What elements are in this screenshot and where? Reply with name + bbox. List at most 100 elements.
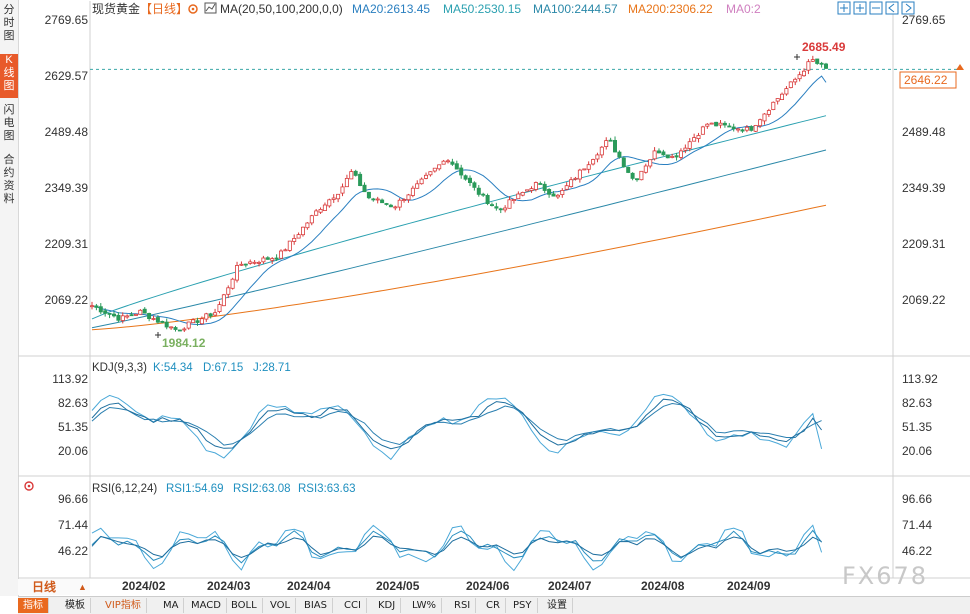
rsi-tick-left: 96.66 [58,492,88,506]
candle-body [261,257,266,263]
candle-body [195,320,200,323]
tab-vol[interactable]: VOL [265,598,297,613]
kdj-tick-left: 113.92 [52,372,88,386]
period-select-button[interactable]: 日线 ▲ [18,579,90,595]
arrow-left-icon[interactable] [885,1,899,15]
kdj-tick-right: 113.92 [902,372,938,386]
high-marker: 2685.49 [794,40,846,60]
zoom-in-icon[interactable] [853,1,867,15]
zoom-out-icon[interactable] [869,1,883,15]
candle-body [406,194,411,201]
candle-body [687,141,692,149]
rsi3-value: RSI3:63.63 [298,483,356,495]
candle-body [481,193,486,196]
tab-intraday[interactable]: 分时图 [3,4,15,42]
candle-body [191,319,196,324]
tab-templates[interactable]: 模板 [60,598,91,613]
candle-body [516,193,521,200]
candle-body [630,172,635,179]
rsi1-line [91,524,823,572]
ma100-value: MA100:2444.57 [533,2,618,16]
tab-kdj[interactable]: KDJ [373,598,402,613]
candle-body [577,169,582,180]
ma100-line [91,149,827,329]
tab-flash[interactable]: 闪电图 [3,104,15,142]
candle-body [340,186,345,194]
candle-body [802,70,807,77]
candle-body [393,206,398,209]
x-label: 2024/09 [727,579,771,593]
tab-vip-indicators[interactable]: VIP指标 [100,598,147,613]
tab-settings[interactable]: 设置 [542,598,573,613]
candle-body [199,318,204,325]
candle-body [463,175,468,180]
y-tick-right: 2209.31 [902,237,946,251]
candle-body [402,199,407,202]
candle-body [270,258,275,261]
candle-body [445,160,450,163]
candle-body [520,191,525,196]
candle-body [529,188,534,191]
candle-body [555,194,560,198]
candle-body [239,263,244,266]
rsi-settings-icon[interactable] [24,481,34,491]
tab-ma[interactable]: MA [158,598,185,613]
rsi-tick-left: 46.22 [58,544,88,558]
candle-body [234,265,239,281]
candle-body [230,278,235,289]
kdj-k-value: K:54.34 [153,362,193,374]
candle-body [595,154,600,160]
tab-cci[interactable]: CCI [339,598,367,613]
indicator-chart-icon[interactable] [204,2,217,14]
candle-body [415,183,420,189]
candle-body [722,122,727,126]
tab-kline[interactable]: K线图 [0,54,18,98]
crosshair-icon[interactable] [837,1,851,15]
candle-body [564,185,569,190]
candle-body [824,63,829,69]
tab-bias[interactable]: BIAS [299,598,333,613]
candle-body [793,78,798,83]
candle-body [419,178,424,185]
candle-body [784,88,789,95]
candle-body [173,327,178,330]
ma200-line [91,204,827,331]
candle-body [560,189,565,195]
tab-psy[interactable]: PSY [508,598,538,613]
tab-cr[interactable]: CR [481,598,506,613]
candle-body [727,125,732,128]
candle-body [116,314,121,321]
tab-contract-info[interactable]: 合约资料 [3,154,15,205]
candle-body [278,250,283,259]
candle-body [204,313,209,320]
kdj-tick-right: 82.63 [902,396,932,410]
candle-body [569,179,574,187]
tab-macd[interactable]: MACD [186,598,227,613]
low-label: 1984.12 [162,336,206,350]
kdj-j-value: J:28.71 [253,362,291,374]
candle-body [142,308,147,314]
candle-body [753,125,758,132]
low-marker: 1984.12 [155,332,206,350]
candle-body [98,306,103,313]
settings-gear-icon[interactable] [188,4,198,14]
candle-body [657,150,662,154]
candle-body [305,222,310,229]
candle-body [287,240,292,251]
kdj-lines [91,393,823,461]
candle-body [705,123,710,127]
tab-lw[interactable]: LW% [407,598,443,613]
arrow-right-icon[interactable] [901,1,915,15]
ma50-value: MA50:2530.15 [443,2,521,16]
candle-body [604,140,609,148]
candle-body [336,193,341,200]
candle-body [90,305,95,308]
tab-indicators[interactable]: 指标 [18,598,49,613]
candle-body [533,182,538,190]
candle-body [511,199,516,202]
candle-body [256,261,261,264]
tab-rsi[interactable]: RSI [449,598,477,613]
y-tick-left: 2209.31 [45,237,89,251]
tab-boll[interactable]: BOLL [226,598,263,613]
y-tick-right: 2349.39 [902,181,946,195]
